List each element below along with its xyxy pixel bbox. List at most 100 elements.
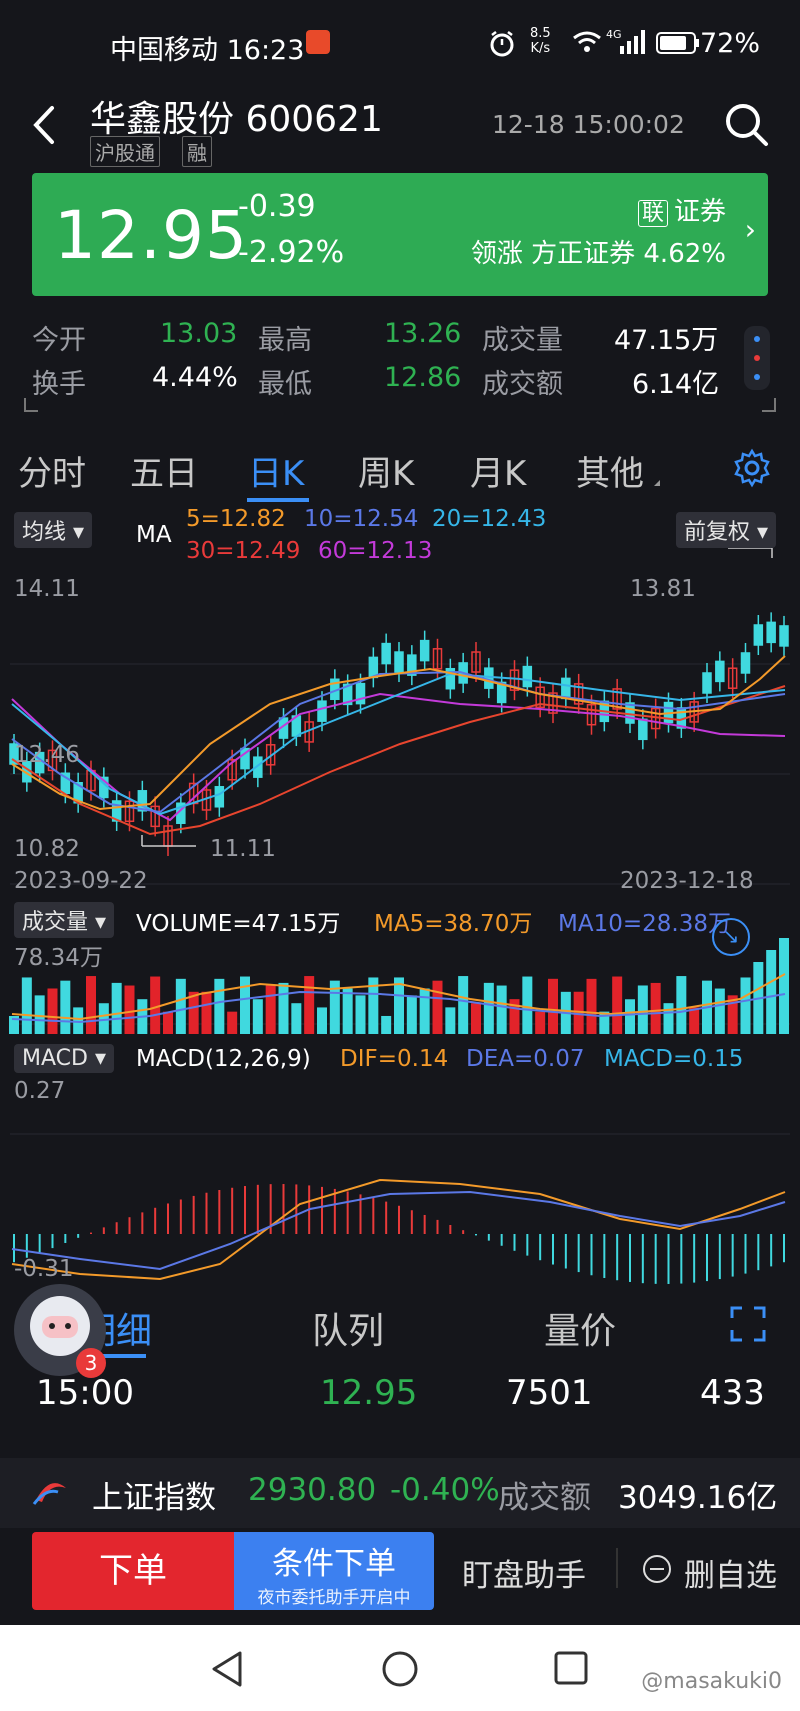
volume-bar (240, 976, 250, 1034)
ma30-value: 30=12.49 (186, 538, 301, 564)
volume-bar (342, 988, 353, 1034)
date-end: 2023-12-18 (620, 868, 754, 894)
volume-bar (227, 1011, 238, 1034)
volume-bar (111, 982, 122, 1034)
more-menu-icon[interactable] (744, 326, 770, 390)
volume-bar (727, 995, 738, 1034)
volume-bar (73, 1007, 84, 1034)
ma-selector[interactable]: 均线 ▾ (14, 512, 93, 548)
tab-daily-k[interactable]: 日K (248, 454, 305, 494)
stock-header: 华鑫股份 600621 沪股通 融 12-18 15:00:02 (0, 90, 800, 170)
index-name: 上证指数 (92, 1480, 216, 1516)
assistant-avatar[interactable]: 3 (10, 1280, 110, 1380)
volume-bar (265, 985, 276, 1034)
nav-recents-icon[interactable] (554, 1651, 588, 1689)
macd-selector[interactable]: MACD ▾ (14, 1044, 114, 1073)
divider (616, 1548, 618, 1588)
conditional-order-label: 条件下单 (272, 1546, 396, 1582)
tab-intraday[interactable]: 分时 (18, 454, 86, 494)
candle-body (715, 660, 725, 683)
candle-body (381, 642, 391, 665)
sector-tag: 联 (637, 200, 668, 227)
volume-text: VOLUME=47.15万 (136, 911, 341, 937)
index-amount-label: 成交额 (498, 1480, 591, 1516)
candle-body (561, 677, 571, 700)
gear-icon[interactable] (732, 448, 772, 488)
kline-svg (9, 547, 790, 1284)
volume-bar (522, 976, 533, 1034)
candle-body (240, 747, 250, 770)
volume-bar (47, 988, 58, 1034)
tab-other[interactable]: 其他 (576, 454, 644, 494)
price-change-percent: -2.92% (238, 235, 345, 270)
volume-bar (599, 1011, 610, 1034)
amount-label: 成交额 (482, 369, 563, 400)
search-icon[interactable] (722, 100, 772, 150)
volume-bar (355, 995, 366, 1034)
volume-bar (124, 985, 135, 1034)
nav-back-icon[interactable] (210, 1651, 244, 1691)
hk-connect-badge: 沪股通 (90, 136, 160, 167)
candle-body (124, 800, 135, 823)
index-logo-icon (32, 1478, 68, 1512)
candle-body (509, 669, 520, 691)
volume-bar (406, 995, 417, 1034)
nav-home-icon[interactable] (382, 1651, 418, 1691)
volume-bar (637, 985, 648, 1034)
volume-bar (188, 991, 199, 1034)
high-value: 13.26 (384, 318, 462, 349)
detail-tabs: 明细 队列 量价 (0, 1290, 800, 1360)
market-index-bar[interactable]: 上证指数 2930.80 -0.40% 成交额 3049.16亿 (0, 1458, 800, 1528)
volume-bar (394, 977, 404, 1034)
tab-weekly-k[interactable]: 周K (358, 454, 415, 494)
kline-chart-area[interactable]: 均线 ▾ MA 5=12.82 10=12.54 20=12.43 30=12.… (0, 504, 800, 1284)
price-change: -0.39 (238, 189, 316, 224)
net-speed: 8.5 K/s (530, 26, 551, 56)
price-banner[interactable]: 12.95 -0.39 -2.92% 联证券 领涨 方正证券 4.62% › (32, 173, 768, 296)
volume-bar (432, 980, 443, 1034)
candle-body (612, 688, 622, 710)
volume-bar (60, 980, 71, 1034)
candle-body (445, 667, 456, 690)
volume-bar (766, 950, 777, 1034)
volume-bar (676, 976, 687, 1034)
candle-body (47, 749, 58, 772)
volume-bar (419, 988, 430, 1034)
tab-active-indicator (247, 498, 309, 502)
remove-watchlist-button[interactable]: 删自选 (684, 1558, 777, 1594)
zoom-icon[interactable]: ↘ (712, 918, 750, 956)
macd-params: MACD(12,26,9) (136, 1046, 311, 1072)
tab-queue[interactable]: 队列 (312, 1311, 385, 1352)
back-icon[interactable] (28, 100, 62, 150)
tab-volume-price[interactable]: 量价 (544, 1311, 617, 1352)
volume-bar (201, 991, 212, 1034)
trade-count: 433 (700, 1373, 765, 1413)
chevron-right-icon: › (744, 213, 756, 246)
adjust-selector[interactable]: 前复权 ▾ (676, 512, 777, 548)
candle-body (407, 654, 417, 676)
candle-body (573, 683, 584, 705)
open-label: 今开 (32, 325, 86, 356)
conditional-order-button[interactable]: 条件下单 夜市委托助手开启中 (234, 1532, 434, 1610)
ma20-value: 20=12.43 (432, 506, 547, 532)
volume-bar (317, 1007, 327, 1034)
tab-monthly-k[interactable]: 月K (470, 454, 527, 494)
candle-body (535, 686, 545, 709)
tab-five-day[interactable]: 五日 (130, 454, 198, 494)
sector-link[interactable]: 联证券 (637, 191, 726, 228)
volume-bar (252, 999, 263, 1034)
alarm-icon (488, 30, 516, 62)
volume-ma5: MA5=38.70万 (374, 911, 533, 937)
macd-value: MACD=0.15 (604, 1046, 744, 1072)
watch-assistant-button[interactable]: 盯盘助手 (462, 1558, 586, 1594)
fullscreen-icon[interactable] (730, 1306, 766, 1346)
carrier-time: 中国移动 16:23 (110, 35, 305, 66)
volume-label: 成交量 (482, 325, 563, 356)
candle-body (355, 682, 366, 705)
volume-selector[interactable]: 成交量 ▾ (14, 902, 115, 938)
trade-price: 12.95 (320, 1373, 418, 1413)
candle-body (342, 683, 353, 706)
order-button[interactable]: 下单 (32, 1532, 234, 1610)
candle-body (394, 651, 404, 673)
volume-bar (535, 1011, 546, 1034)
